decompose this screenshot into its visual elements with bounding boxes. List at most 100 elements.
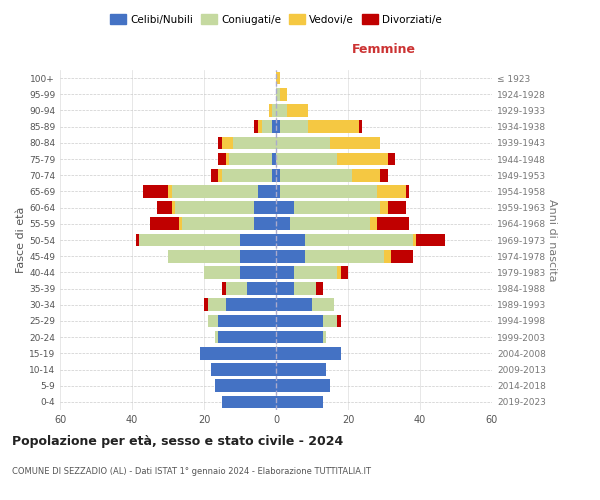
Bar: [218, 169, 222, 181]
Bar: [272, 104, 276, 117]
Bar: [240, 266, 276, 278]
Bar: [276, 380, 330, 392]
Bar: [377, 185, 406, 198]
Bar: [377, 218, 409, 230]
Bar: [276, 218, 290, 230]
Bar: [287, 104, 308, 117]
Bar: [380, 169, 388, 181]
Bar: [308, 120, 359, 133]
Text: COMUNE DI SEZZADIO (AL) - Dati ISTAT 1° gennaio 2024 - Elaborazione TUTTITALIA.I: COMUNE DI SEZZADIO (AL) - Dati ISTAT 1° …: [12, 468, 371, 476]
Bar: [294, 282, 316, 295]
Text: Popolazione per età, sesso e stato civile - 2024: Popolazione per età, sesso e stato civil…: [12, 435, 343, 448]
Bar: [337, 314, 341, 328]
Bar: [406, 185, 409, 198]
Bar: [215, 380, 276, 392]
Bar: [222, 396, 276, 408]
Bar: [229, 152, 272, 166]
Bar: [139, 234, 240, 246]
Bar: [330, 136, 380, 149]
Bar: [218, 136, 222, 149]
Bar: [218, 152, 226, 166]
Bar: [384, 250, 391, 262]
Bar: [208, 314, 218, 328]
Bar: [200, 347, 276, 360]
Bar: [276, 136, 330, 149]
Bar: [262, 120, 272, 133]
Bar: [380, 202, 388, 214]
Bar: [226, 282, 247, 295]
Bar: [222, 136, 233, 149]
Bar: [305, 234, 413, 246]
Bar: [276, 72, 280, 85]
Bar: [416, 234, 445, 246]
Bar: [272, 120, 276, 133]
Bar: [211, 169, 218, 181]
Bar: [172, 185, 258, 198]
Bar: [172, 202, 175, 214]
Bar: [254, 202, 276, 214]
Bar: [370, 218, 377, 230]
Bar: [290, 218, 370, 230]
Bar: [388, 152, 395, 166]
Bar: [276, 152, 337, 166]
Bar: [323, 314, 337, 328]
Bar: [269, 104, 272, 117]
Bar: [359, 120, 362, 133]
Bar: [352, 169, 380, 181]
Bar: [276, 185, 280, 198]
Bar: [143, 185, 168, 198]
Bar: [312, 298, 334, 311]
Bar: [294, 266, 337, 278]
Bar: [280, 120, 308, 133]
Bar: [276, 202, 294, 214]
Bar: [182, 218, 254, 230]
Bar: [294, 202, 380, 214]
Bar: [179, 218, 182, 230]
Y-axis label: Fasce di età: Fasce di età: [16, 207, 26, 273]
Legend: Celibi/Nubili, Coniugati/e, Vedovi/e, Divorziati/e: Celibi/Nubili, Coniugati/e, Vedovi/e, Di…: [106, 10, 446, 29]
Bar: [276, 314, 323, 328]
Bar: [305, 250, 384, 262]
Bar: [276, 298, 312, 311]
Bar: [218, 331, 276, 344]
Bar: [276, 282, 294, 295]
Bar: [276, 347, 341, 360]
Bar: [276, 169, 280, 181]
Bar: [388, 202, 406, 214]
Bar: [280, 88, 287, 101]
Text: Femmine: Femmine: [352, 44, 416, 57]
Bar: [136, 234, 139, 246]
Bar: [316, 282, 323, 295]
Bar: [215, 331, 218, 344]
Bar: [211, 363, 276, 376]
Bar: [258, 185, 276, 198]
Bar: [240, 250, 276, 262]
Bar: [240, 234, 276, 246]
Bar: [337, 152, 388, 166]
Bar: [276, 363, 326, 376]
Bar: [280, 185, 377, 198]
Bar: [280, 169, 352, 181]
Bar: [218, 314, 276, 328]
Bar: [254, 120, 258, 133]
Bar: [337, 266, 341, 278]
Bar: [276, 104, 287, 117]
Bar: [168, 185, 172, 198]
Bar: [226, 298, 276, 311]
Bar: [204, 266, 240, 278]
Bar: [276, 266, 294, 278]
Bar: [272, 152, 276, 166]
Bar: [276, 234, 305, 246]
Bar: [233, 136, 276, 149]
Bar: [222, 169, 272, 181]
Bar: [150, 218, 179, 230]
Bar: [157, 202, 172, 214]
Bar: [391, 250, 413, 262]
Bar: [413, 234, 416, 246]
Bar: [323, 331, 326, 344]
Bar: [222, 282, 226, 295]
Bar: [204, 298, 208, 311]
Bar: [276, 120, 280, 133]
Bar: [247, 282, 276, 295]
Bar: [276, 396, 323, 408]
